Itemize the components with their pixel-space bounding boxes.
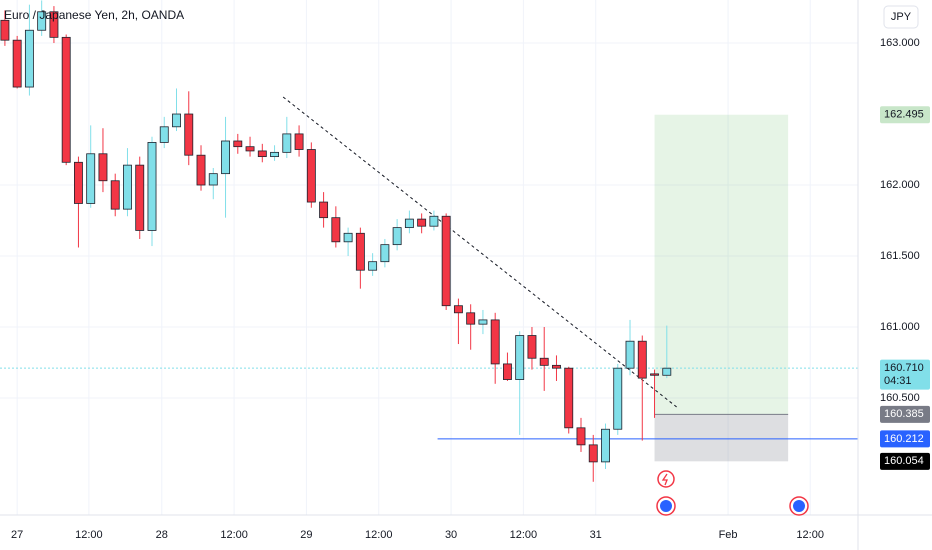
candle-body [552, 364, 561, 369]
candle-body [331, 217, 341, 243]
candle-body [306, 149, 316, 203]
candle-body [355, 232, 365, 271]
candle-body [429, 215, 439, 227]
candle-body [650, 373, 659, 376]
candle-body [123, 164, 132, 210]
y-tick-label: 163.000 [880, 37, 920, 49]
candle-body [294, 133, 304, 150]
candle-body [61, 36, 71, 163]
target-zone [654, 114, 789, 415]
event-icons[interactable] [656, 470, 809, 516]
price-label: 162.495 [884, 109, 924, 121]
chart-title: Euro / Japanese Yen, 2h, OANDA [4, 8, 184, 22]
candle-body [527, 335, 537, 359]
candle-body [368, 261, 378, 271]
candle-body [49, 11, 59, 38]
x-tick-label: 12:00 [796, 529, 824, 541]
x-tick-label: 12:00 [510, 529, 538, 541]
candle-body [404, 218, 414, 229]
currency-box[interactable] [883, 5, 919, 29]
candle-body [588, 444, 598, 463]
candle-body [74, 161, 83, 204]
x-tick-label: 12:00 [220, 529, 248, 541]
candle-body [503, 363, 512, 380]
candle-body [417, 218, 427, 227]
candle-body [380, 244, 390, 263]
candle-body [564, 367, 574, 429]
candle-body [257, 150, 267, 158]
candle-body [601, 428, 610, 463]
candle-body [343, 232, 353, 243]
candle-body [0, 19, 10, 41]
candle-body [135, 164, 145, 231]
price-label-bg [880, 430, 930, 448]
x-tick-label: 12:00 [75, 529, 103, 541]
candle-body [98, 153, 108, 182]
price-label-bg [880, 405, 930, 423]
y-tick-label: 161.000 [880, 321, 920, 333]
candle-body [478, 319, 488, 325]
candle-body [453, 305, 463, 314]
stop-zone [654, 414, 789, 462]
x-tick-label: 27 [11, 529, 23, 541]
x-tick-label: 31 [590, 529, 602, 541]
x-tick-label: 29 [300, 529, 312, 541]
candle-body [233, 140, 243, 148]
candle-body [613, 367, 623, 430]
candle-body [172, 113, 181, 128]
candle-body [392, 227, 402, 246]
candle-body [208, 173, 218, 186]
price-label-bg [880, 106, 930, 124]
candle-body [576, 427, 586, 446]
candle-body [441, 215, 451, 307]
x-tick-label: 30 [445, 529, 457, 541]
x-tick-label: 28 [156, 529, 168, 541]
candle-body [319, 201, 329, 219]
price-label: 160.054 [884, 455, 924, 467]
candle-body [12, 39, 22, 88]
y-tick-label: 161.500 [880, 250, 920, 262]
price-label: 160.212 [884, 433, 924, 445]
candle-body [662, 367, 672, 376]
candle-body [86, 153, 96, 204]
x-tick-label: 12:00 [365, 529, 393, 541]
candle-body [147, 142, 157, 231]
currency: JPY [891, 11, 912, 23]
candle-body [637, 340, 647, 379]
candle-body [539, 357, 549, 366]
price-label-bg [880, 359, 930, 390]
candle-body [110, 180, 120, 210]
y-tick-label: 160.500 [880, 392, 920, 404]
candle-body [625, 340, 635, 369]
price-label: 160.710 [884, 362, 924, 374]
candle-body [282, 133, 292, 153]
candle-body [196, 154, 206, 186]
candle-body [37, 11, 47, 31]
candle-body [515, 335, 525, 380]
candle-body [245, 146, 255, 152]
candle-body [159, 126, 169, 143]
y-tick-label: 162.000 [880, 179, 920, 191]
countdown: 04:31 [884, 375, 912, 387]
candle-body [221, 140, 230, 175]
candle-body [466, 312, 476, 325]
x-tick-label: Feb [719, 529, 738, 541]
price-label-bg [880, 452, 930, 470]
candle-body [184, 113, 194, 156]
candle-body [270, 151, 280, 158]
candle-body [24, 29, 34, 88]
candle-body [490, 319, 500, 365]
price-label: 160.385 [884, 408, 924, 420]
